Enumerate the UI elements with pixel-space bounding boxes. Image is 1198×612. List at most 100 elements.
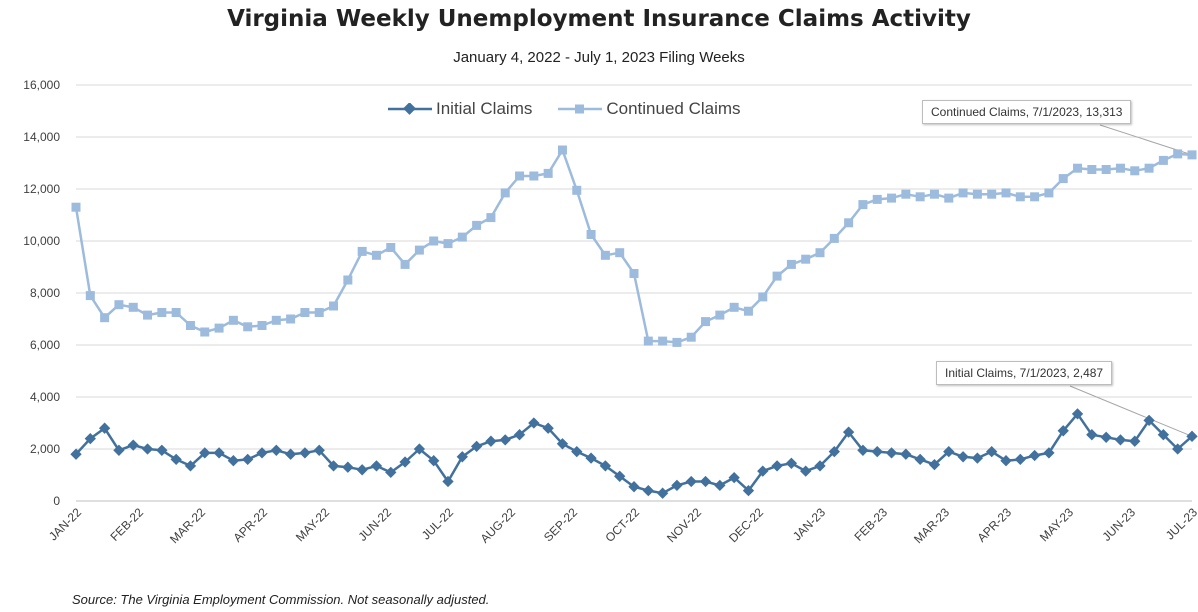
initial-claims-point bbox=[671, 479, 683, 492]
continued-claims-point bbox=[171, 308, 181, 317]
continued-claims-point bbox=[729, 302, 739, 312]
continued-claims-point bbox=[443, 239, 453, 249]
initial-claims-point bbox=[1086, 429, 1098, 441]
y-tick-label: 6,000 bbox=[30, 338, 60, 352]
continued-claims-point bbox=[1044, 188, 1054, 198]
continued-claims-point bbox=[414, 245, 424, 255]
initial-claims-point bbox=[986, 445, 998, 458]
continued-claims-point bbox=[300, 308, 310, 317]
continued-claims-point bbox=[429, 236, 439, 246]
initial-claims-point bbox=[1071, 408, 1084, 420]
continued-claims-point bbox=[1058, 174, 1068, 184]
initial-claims-point bbox=[485, 435, 497, 447]
initial-claims-point bbox=[127, 439, 139, 451]
initial-claims-point bbox=[628, 481, 640, 493]
continued-claims-point bbox=[128, 302, 138, 312]
x-tick-label: MAR-22 bbox=[167, 505, 208, 546]
initial-claims-point bbox=[542, 422, 554, 434]
legend-item-initial-claims: Initial Claims bbox=[388, 99, 532, 119]
callout-continued-claims: Continued Claims, 7/1/2023, 13,313 bbox=[922, 100, 1132, 124]
initial-claims-point bbox=[885, 447, 898, 459]
x-tick-label: JUL-22 bbox=[419, 505, 456, 542]
continued-claims-point bbox=[772, 271, 782, 281]
continued-claims-point bbox=[658, 336, 668, 346]
initial-claims-point bbox=[599, 460, 612, 472]
callout-leader-initial bbox=[1069, 385, 1193, 437]
continued-claims-point bbox=[972, 189, 982, 199]
initial-claims-point bbox=[499, 434, 511, 446]
continued-claims-point bbox=[386, 243, 396, 252]
initial-claims-point bbox=[399, 456, 411, 468]
continued-claims-point bbox=[100, 313, 110, 323]
continued-claims-point bbox=[1144, 163, 1154, 173]
continued-claims-point bbox=[71, 202, 81, 212]
initial-claims-point bbox=[513, 429, 526, 441]
initial-claims-point bbox=[342, 461, 354, 473]
x-tick-label: AUG-22 bbox=[478, 505, 519, 546]
initial-claims-point bbox=[1043, 447, 1055, 459]
continued-claims-point bbox=[185, 321, 195, 330]
continued-claims-point bbox=[515, 171, 525, 181]
source-note: Source: The Virginia Employment Commissi… bbox=[72, 592, 490, 607]
continued-claims-point bbox=[600, 250, 610, 260]
x-tick-label: APR-23 bbox=[975, 505, 1015, 545]
x-tick-label: OCT-22 bbox=[603, 505, 643, 545]
continued-claims-point bbox=[557, 145, 567, 155]
initial-claims-point bbox=[656, 487, 669, 499]
initial-claims-point bbox=[442, 475, 454, 488]
x-tick-label: FEB-23 bbox=[851, 505, 890, 544]
initial-claims-point bbox=[1114, 434, 1127, 446]
continued-claims-point bbox=[200, 327, 210, 337]
continued-claims-point bbox=[1173, 149, 1183, 159]
initial-claims-point bbox=[585, 452, 597, 464]
continued-claims-point bbox=[314, 308, 324, 317]
x-tick-label: APR-22 bbox=[231, 505, 271, 545]
continued-claims-point bbox=[85, 291, 95, 301]
legend-diamond-marker-icon bbox=[388, 103, 432, 115]
legend-item-continued-claims: Continued Claims bbox=[558, 99, 741, 119]
continued-claims-point bbox=[958, 188, 968, 198]
continued-claims-point bbox=[1015, 192, 1025, 202]
initial-claims-point bbox=[370, 460, 383, 472]
continued-claims-point bbox=[758, 292, 768, 302]
legend-label-initial-claims: Initial Claims bbox=[436, 99, 533, 118]
initial-claims-point bbox=[456, 451, 468, 463]
continued-claims-point bbox=[271, 315, 281, 325]
continued-claims-point bbox=[329, 301, 339, 311]
continued-claims-point bbox=[400, 259, 410, 269]
continued-claims-point bbox=[572, 185, 582, 195]
initial-claims-point bbox=[242, 453, 254, 466]
continued-claims-point bbox=[743, 306, 753, 316]
continued-claims-point bbox=[929, 189, 939, 199]
initial-claims-point bbox=[284, 448, 297, 460]
continued-claims-point bbox=[343, 275, 353, 285]
initial-claims-point bbox=[470, 440, 483, 453]
continued-claims-point bbox=[1030, 192, 1040, 202]
x-tick-label: JUN-23 bbox=[1099, 505, 1138, 544]
initial-claims-point bbox=[313, 444, 325, 456]
continued-claims-point bbox=[543, 168, 553, 178]
continued-claims-point bbox=[815, 248, 825, 258]
continued-claims-point bbox=[1101, 165, 1111, 174]
continued-claims-point bbox=[672, 337, 682, 347]
x-tick-label: JUL-23 bbox=[1163, 505, 1198, 542]
continued-claims-point bbox=[286, 314, 296, 324]
initial-claims-point bbox=[256, 447, 268, 459]
initial-claims-point bbox=[900, 448, 912, 460]
continued-claims-point bbox=[786, 259, 796, 269]
initial-claims-point bbox=[270, 444, 282, 456]
initial-claims-point bbox=[757, 465, 769, 477]
x-tick-label: JAN-22 bbox=[46, 505, 84, 543]
series-layer bbox=[70, 145, 1198, 499]
continued-claims-point bbox=[529, 171, 539, 181]
x-tick-label: DEC-22 bbox=[726, 505, 766, 545]
initial-claims-point bbox=[428, 455, 440, 467]
y-axis-ticks: 0 2,000 4,000 6,000 8,000 10,000 12,000 14,000 1… bbox=[23, 78, 60, 508]
continued-claims-point bbox=[901, 189, 911, 199]
y-tick-label: 0 bbox=[53, 494, 60, 508]
initial-claims-point bbox=[327, 460, 340, 472]
initial-claims-point bbox=[771, 460, 783, 472]
initial-claims-point bbox=[213, 447, 225, 459]
initial-claims-point bbox=[1100, 431, 1112, 443]
